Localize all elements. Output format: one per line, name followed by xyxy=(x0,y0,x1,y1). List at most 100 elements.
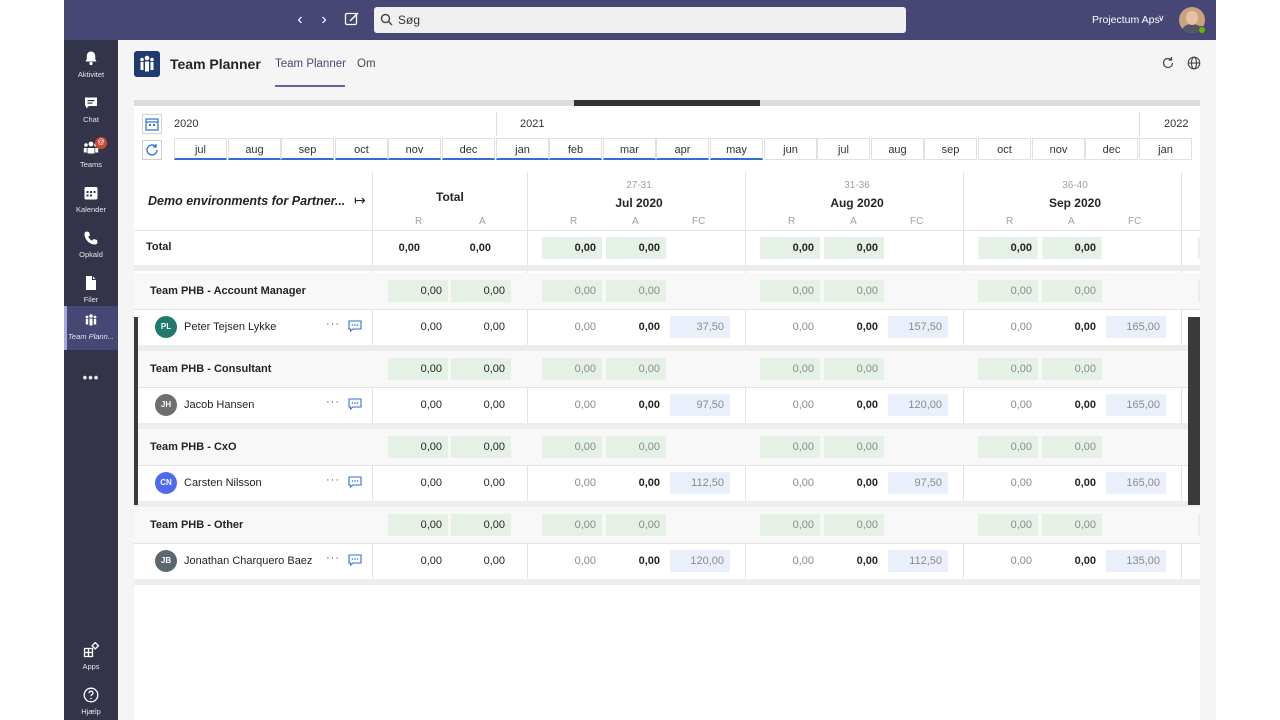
group-total-a: 0,00 xyxy=(451,436,511,458)
more-options-icon[interactable]: ··· xyxy=(326,396,340,408)
person-month-r[interactable]: 0,00 xyxy=(792,477,814,489)
person-month-r[interactable]: 0,00 xyxy=(1010,477,1032,489)
person-month-fc: 135,00 xyxy=(1106,550,1166,572)
group-name[interactable]: Team PHB - Consultant xyxy=(150,363,272,375)
timeline-month[interactable]: aug xyxy=(228,138,281,160)
person-month-r[interactable]: 0,00 xyxy=(574,321,596,333)
calendar-picker-icon[interactable] xyxy=(142,114,162,134)
person-month-a[interactable]: 0,00 xyxy=(638,555,660,567)
timeline-month[interactable]: jul xyxy=(817,138,870,160)
chat-icon[interactable] xyxy=(348,320,362,332)
forward-arrow-icon[interactable]: › xyxy=(321,11,327,28)
rail-item-activity[interactable]: Aktivitet xyxy=(64,44,118,88)
person-month-a[interactable]: 0,00 xyxy=(1074,321,1096,333)
rail-item-apps[interactable]: Apps xyxy=(64,636,118,680)
tab-team-planner[interactable]: Team Planner xyxy=(275,58,346,70)
more-options-icon[interactable]: ··· xyxy=(326,552,340,564)
person-month-r[interactable]: 0,00 xyxy=(574,477,596,489)
person-month-a[interactable]: 0,00 xyxy=(638,321,660,333)
person-name[interactable]: Jacob Hansen xyxy=(184,399,255,411)
more-options-icon[interactable]: ··· xyxy=(326,474,340,486)
chat-icon[interactable] xyxy=(348,554,362,566)
search-input[interactable]: Søg xyxy=(374,7,906,33)
group-name[interactable]: Team PHB - Account Manager xyxy=(150,285,306,297)
person-month-a[interactable]: 0,00 xyxy=(856,399,878,411)
person-month-r[interactable]: 0,00 xyxy=(574,399,596,411)
person-month-a[interactable]: 0,00 xyxy=(856,321,878,333)
header-divider xyxy=(134,230,1200,231)
person-name[interactable]: Carsten Nilsson xyxy=(184,477,262,489)
avatar[interactable]: CN xyxy=(155,472,177,494)
person-month-r[interactable]: 0,00 xyxy=(792,555,814,567)
person-month-a[interactable]: 0,00 xyxy=(638,477,660,489)
group-name[interactable]: Team PHB - CxO xyxy=(150,441,237,453)
avatar[interactable]: JH xyxy=(155,394,177,416)
timeline-month[interactable]: may xyxy=(710,138,763,160)
planner-grid: Demo environments for Partner... ↦ Total R A… xyxy=(134,172,1200,592)
avatar[interactable]: JB xyxy=(155,550,177,572)
rail-item-files[interactable]: Filer xyxy=(64,269,118,313)
timeline-month[interactable]: mar xyxy=(603,138,656,160)
globe-icon[interactable] xyxy=(1187,56,1201,70)
person-name[interactable]: Peter Tejsen Lykke xyxy=(184,321,277,333)
timeline-month[interactable]: apr xyxy=(656,138,709,160)
timeline-month[interactable]: jul xyxy=(174,138,227,160)
person-month-a[interactable]: 0,00 xyxy=(856,555,878,567)
person-month-a[interactable]: 0,00 xyxy=(638,399,660,411)
timeline-month[interactable]: sep xyxy=(281,138,334,160)
avatar[interactable]: PL xyxy=(155,316,177,338)
tab-om[interactable]: Om xyxy=(357,58,376,70)
person-month-a[interactable]: 0,00 xyxy=(1074,399,1096,411)
timeline-month[interactable]: oct xyxy=(978,138,1031,160)
person-month-a[interactable]: 0,00 xyxy=(856,477,878,489)
timeline-month[interactable]: aug xyxy=(871,138,924,160)
person-month-r[interactable]: 0,00 xyxy=(1010,321,1032,333)
collapse-arrow-icon[interactable]: ↦ xyxy=(354,192,366,208)
timeline-month[interactable]: jan xyxy=(1139,138,1192,160)
rail-item-help[interactable]: Hjælp xyxy=(64,681,118,720)
month-col-fc: FC xyxy=(1128,216,1142,227)
rail-item-calls[interactable]: Opkald xyxy=(64,224,118,268)
timeline-month[interactable]: dec xyxy=(442,138,495,160)
rail-item-team-planner[interactable]: Team Plann... xyxy=(64,306,118,350)
compose-icon[interactable] xyxy=(344,11,360,27)
timeline-month[interactable]: nov xyxy=(1032,138,1085,160)
chat-icon[interactable] xyxy=(348,398,362,410)
person-month-r[interactable]: 0,00 xyxy=(792,321,814,333)
app-title: Team Planner xyxy=(170,56,261,72)
row-divider xyxy=(134,387,1200,388)
chat-icon[interactable] xyxy=(348,476,362,488)
month-a-value: 0,00 xyxy=(606,237,666,259)
back-arrow-icon[interactable]: ‹ xyxy=(297,11,303,28)
timeline-month[interactable]: oct xyxy=(335,138,388,160)
timeline-month[interactable]: jun xyxy=(764,138,817,160)
section-separator xyxy=(134,345,1200,351)
timeline-month[interactable]: sep xyxy=(924,138,977,160)
group-month-a: 0,00 xyxy=(1042,280,1102,302)
rail-item-calendar[interactable]: Kalender xyxy=(64,179,118,223)
rail-more-apps[interactable]: ••• xyxy=(64,366,118,410)
rail-item-teams[interactable]: @ Teams xyxy=(64,134,118,178)
org-name[interactable]: Projectum Aps xyxy=(1092,14,1160,26)
person-month-r[interactable]: 0,00 xyxy=(1010,399,1032,411)
person-month-r[interactable]: 0,00 xyxy=(792,399,814,411)
person-month-r[interactable]: 0,00 xyxy=(574,555,596,567)
chevron-down-icon[interactable]: ∨ xyxy=(1158,13,1165,23)
group-name[interactable]: Team PHB - Other xyxy=(150,519,244,531)
person-name[interactable]: Jonathan Charquero Baez xyxy=(184,555,313,567)
project-title[interactable]: Demo environments for Partner... xyxy=(148,194,346,208)
scrollbar-thumb[interactable] xyxy=(574,100,760,106)
more-options-icon[interactable]: ··· xyxy=(326,318,340,330)
person-month-a[interactable]: 0,00 xyxy=(1074,555,1096,567)
group-total-r: 0,00 xyxy=(388,514,448,536)
timeline-month[interactable]: nov xyxy=(388,138,441,160)
timeline-month[interactable]: dec xyxy=(1085,138,1138,160)
rail-item-chat[interactable]: Chat xyxy=(64,89,118,133)
refresh-icon[interactable] xyxy=(1161,56,1175,70)
timeline-month[interactable]: jan xyxy=(496,138,549,160)
person-month-a[interactable]: 0,00 xyxy=(1074,477,1096,489)
horizontal-scrollbar[interactable] xyxy=(134,100,1200,106)
person-month-r[interactable]: 0,00 xyxy=(1010,555,1032,567)
reset-timeline-icon[interactable] xyxy=(142,140,162,160)
timeline-month[interactable]: feb xyxy=(549,138,602,160)
